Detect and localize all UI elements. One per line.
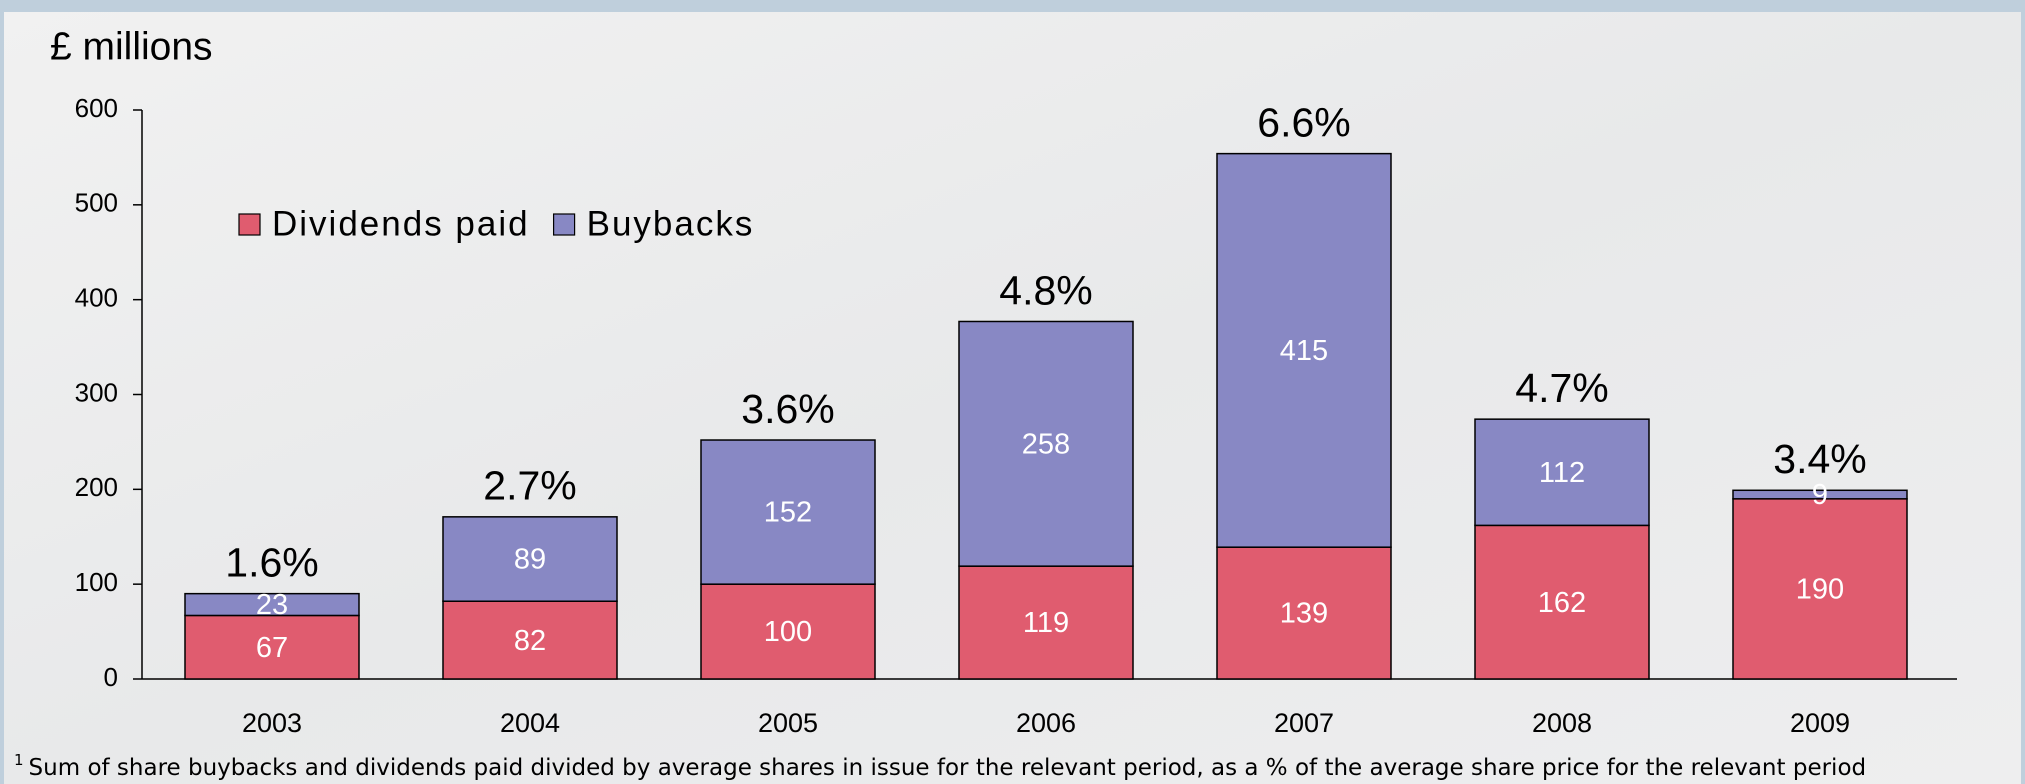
- footnote: 1 Sum of share buybacks and dividends pai…: [14, 751, 1866, 781]
- x-tick-label: 2006: [1016, 708, 1076, 738]
- value-label: 100: [764, 616, 812, 648]
- bar-segment: [958, 565, 1134, 680]
- value-label: 112: [1539, 457, 1585, 489]
- y-axis-label: £ millions: [50, 25, 213, 68]
- annotation: 4.8%: [999, 267, 1092, 313]
- bar-segment: [1732, 489, 1908, 500]
- y-tick-label: 200: [75, 472, 118, 502]
- value-label: 67: [256, 632, 288, 664]
- x-tick-label: 2005: [758, 708, 818, 738]
- y-tick-label: 300: [75, 377, 118, 407]
- footnote-text: Sum of share buybacks and dividends paid…: [29, 755, 1867, 781]
- bar-segment: [1474, 418, 1650, 527]
- value-label: 162: [1538, 587, 1586, 619]
- bar-segment: [700, 583, 876, 680]
- value-label: 152: [764, 497, 812, 529]
- y-tick-label: 100: [75, 567, 118, 597]
- annotation: 3.4%: [1773, 436, 1866, 482]
- x-tick-label: 2004: [500, 708, 560, 738]
- y-tick-label: 500: [75, 188, 118, 218]
- bar-segment: [1216, 152, 1392, 548]
- legend-label: Buybacks: [587, 204, 755, 243]
- bar-segment: [958, 320, 1134, 567]
- annotation: 3.6%: [741, 386, 834, 432]
- bar-segment: [442, 516, 618, 602]
- value-label: 190: [1796, 574, 1844, 606]
- value-label: 82: [514, 625, 546, 657]
- annotation: 2.7%: [483, 463, 576, 509]
- value-label: 23: [256, 589, 288, 621]
- annotation: 4.7%: [1515, 365, 1608, 411]
- x-tick-label: 2008: [1532, 708, 1592, 738]
- y-tick-label: 600: [75, 93, 118, 123]
- x-tick-label: 2009: [1790, 708, 1850, 738]
- value-label: 9: [1812, 479, 1828, 511]
- value-label: 258: [1022, 428, 1070, 460]
- bar-segment: [1474, 524, 1650, 680]
- legend-swatch: [238, 213, 261, 236]
- annotation: 1.6%: [225, 539, 318, 585]
- bar-segment: [700, 439, 876, 585]
- value-label: 89: [514, 544, 546, 576]
- y-tick-label: 400: [75, 283, 118, 313]
- footnote-marker: 1: [14, 751, 24, 769]
- annotation: 6.6%: [1257, 99, 1350, 145]
- bar-segment: [1732, 498, 1908, 680]
- value-label: 415: [1280, 335, 1328, 367]
- value-label: 139: [1280, 598, 1328, 630]
- legend-label: Dividends paid: [272, 204, 530, 243]
- value-label: 119: [1023, 607, 1069, 639]
- bar-segment: [184, 592, 360, 617]
- bar-segment: [184, 614, 360, 680]
- bar-segment: [1216, 546, 1392, 680]
- x-tick-label: 2007: [1274, 708, 1334, 738]
- legend-swatch: [552, 213, 576, 236]
- y-tick-label: 0: [104, 662, 118, 692]
- x-tick-label: 2003: [242, 708, 302, 738]
